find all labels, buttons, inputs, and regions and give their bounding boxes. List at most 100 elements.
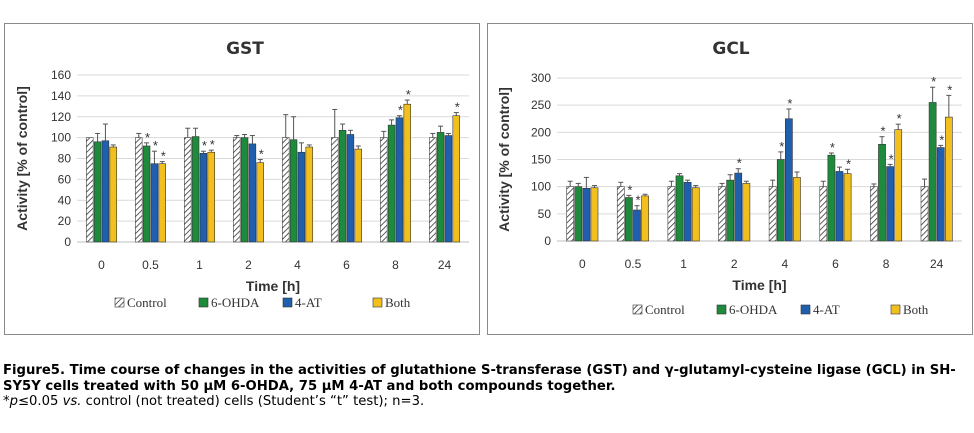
legend-label-6-ohda: 6-OHDA (729, 302, 778, 317)
bar-6-ohda-0 (93, 141, 102, 243)
y-tick-label: 140 (51, 89, 71, 103)
bar-control-2 (233, 137, 241, 243)
x-tick-label: 4 (294, 258, 301, 272)
significance-star: * (779, 139, 784, 154)
bar-both-2 (742, 183, 751, 242)
y-tick-label: 200 (531, 125, 551, 139)
bar-4-at-8 (395, 117, 404, 243)
y-tick-label: 300 (531, 71, 551, 85)
bar-6-ohda-6 (338, 130, 347, 243)
bar-both-8 (403, 103, 411, 243)
bar-both-1 (691, 187, 700, 242)
bar-control-8 (870, 186, 878, 242)
chart-title: GST (226, 39, 264, 59)
legend-label-4-at: 4-AT (295, 295, 322, 310)
chart-panel-gst: GST 0 20 40 60 80 100 120 140 160 Activity [% of c… (4, 23, 480, 335)
bar-4-at-0-5 (633, 209, 641, 242)
bar-4-at-2 (734, 172, 743, 242)
bar-control-4 (768, 186, 777, 242)
bar-both-0 (590, 187, 599, 242)
x-tick-label: 0 (98, 258, 105, 272)
significance-star: * (939, 132, 944, 147)
significance-star: * (210, 137, 215, 152)
bar-control-0 (566, 186, 575, 242)
bar-6-ohda-1 (675, 175, 684, 242)
x-tick-label: 4 (781, 257, 788, 271)
x-tick-label: 24 (438, 258, 452, 272)
bar-control-0-5 (135, 137, 143, 243)
bar-6-ohda-6 (827, 154, 836, 242)
x-tick-label: 2 (245, 258, 252, 272)
legend-label-both: Both (385, 295, 411, 310)
significance-star: * (931, 74, 936, 89)
bar-both-0-5 (641, 195, 649, 242)
significance-star: * (406, 87, 411, 102)
x-tick-label: 2 (731, 257, 738, 271)
bar-4-at-24 (444, 135, 453, 243)
legend-label-6-ohda: 6-OHDA (211, 295, 260, 310)
significance-star: * (897, 111, 902, 126)
y-axis-title: Activity [% of control] (14, 86, 30, 231)
bar-control-24 (429, 137, 437, 243)
x-tick-label: 8 (883, 257, 890, 271)
caption-note: *p≤0.05 vs. control (not treated) cells … (3, 394, 971, 410)
caption-threshold: ≤0.05 (17, 394, 63, 409)
bar-control-0 (86, 137, 94, 243)
bar-both-1 (207, 151, 215, 243)
y-tick-label: 250 (531, 98, 551, 112)
y-tick-label: 60 (58, 172, 72, 186)
bar-6-ohda-4 (289, 139, 298, 243)
bar-4-at-1 (683, 182, 692, 242)
x-tick-label: 6 (343, 258, 350, 272)
x-axis-title: Time [h] (732, 277, 786, 293)
x-tick-label: 0 (579, 257, 586, 271)
bar-control-6 (331, 137, 339, 243)
bar-6-ohda-0-5 (142, 145, 151, 243)
y-tick-label: 120 (51, 110, 71, 124)
chart-gcl: GCL 0 50 100 150 200 250 300 Activity [% of cont… (496, 39, 962, 317)
bar-4-at-4 (785, 118, 793, 242)
y-tick-label: 50 (538, 207, 552, 221)
legend-label-both: Both (903, 302, 929, 317)
y-tick-label: 40 (58, 193, 72, 207)
y-axis-title: Activity [% of control] (496, 87, 512, 232)
x-tick-label: 1 (196, 258, 203, 272)
y-tick-label: 100 (51, 131, 71, 145)
significance-star: * (737, 156, 742, 171)
x-tick-label: 0.5 (625, 257, 642, 271)
legend-swatch-control (114, 297, 125, 308)
caption-rest: control (not treated) cells (Student’s “… (81, 394, 425, 409)
significance-star: * (787, 96, 792, 111)
bar-both-2 (256, 162, 264, 243)
bar-both-8 (894, 129, 903, 242)
bar-6-ohda-4 (776, 159, 785, 242)
bar-6-ohda-8 (878, 143, 886, 242)
legend-swatch-both (372, 297, 383, 308)
significance-star: * (635, 193, 640, 208)
x-tick-label: 8 (392, 258, 399, 272)
bar-both-0 (109, 146, 117, 243)
y-tick-label: 0 (544, 234, 551, 248)
significance-star: * (202, 138, 207, 153)
bar-4-at-0-5 (150, 163, 159, 243)
x-axis-title: Time [h] (246, 278, 300, 294)
y-tick-label: 150 (531, 153, 551, 167)
bar-both-24 (944, 116, 953, 242)
bar-both-24 (452, 115, 460, 243)
significance-star: * (830, 140, 835, 155)
bar-4-at-0 (582, 187, 591, 242)
legend-swatch-6-ohda (198, 297, 209, 308)
legend-swatch-4-at (800, 304, 811, 315)
caption-title: Figure5. Time course of changes in the a… (3, 363, 956, 394)
bar-both-0-5 (158, 163, 166, 243)
bar-6-ohda-2 (240, 137, 249, 243)
bar-4-at-24 (936, 147, 945, 242)
bar-6-ohda-0-5 (625, 197, 633, 242)
bar-4-at-2 (248, 143, 257, 243)
significance-star: * (153, 138, 158, 153)
bar-control-6 (819, 186, 828, 242)
bar-6-ohda-2 (726, 179, 734, 242)
bar-both-6 (843, 173, 852, 242)
bar-control-1 (184, 137, 192, 243)
